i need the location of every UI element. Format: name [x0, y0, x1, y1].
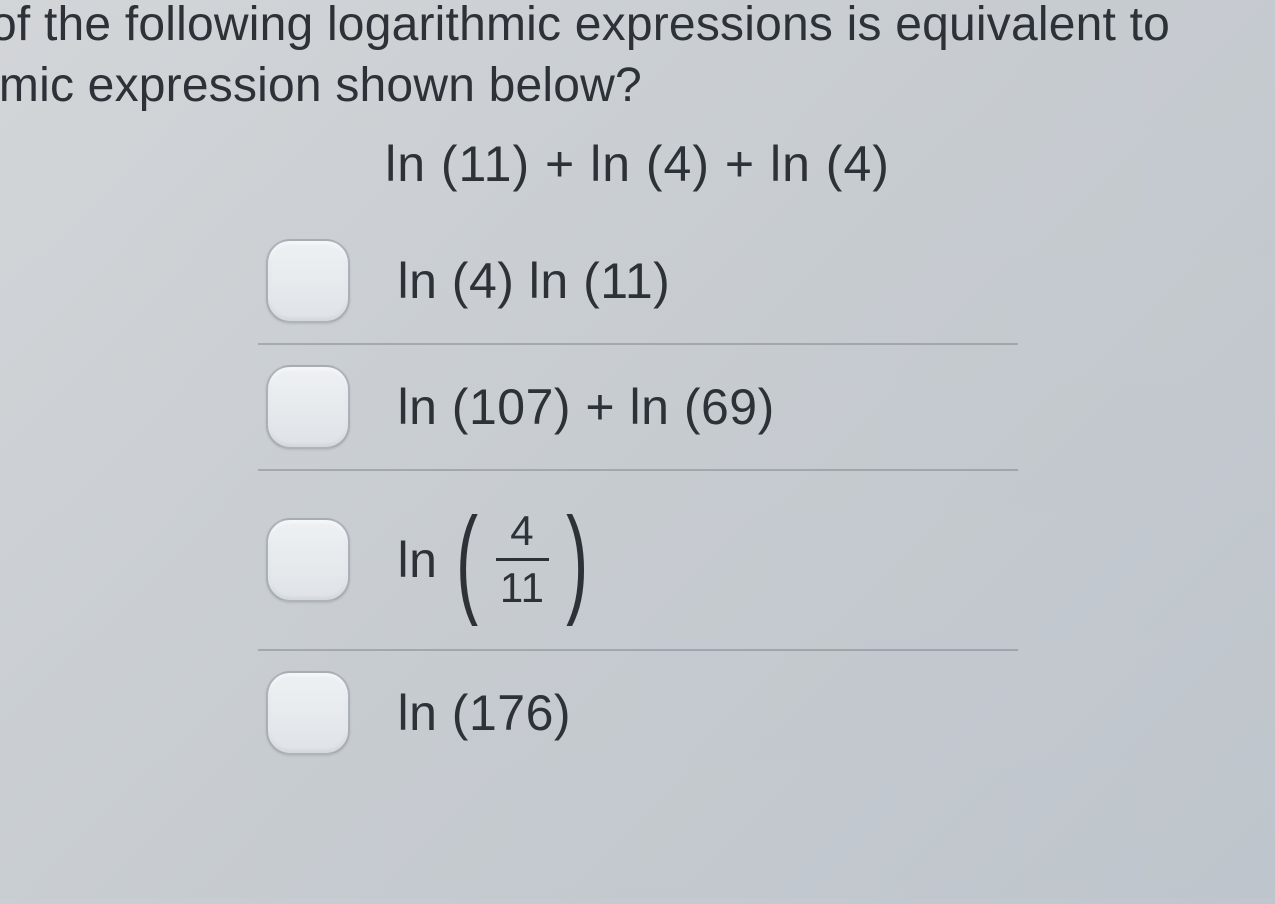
fraction-bar — [496, 558, 549, 561]
question-line-1: of the following logarithmic expressions… — [0, 0, 1275, 55]
question-line-2: nmic expression shown below? — [0, 55, 1275, 116]
option-row: ln (176) — [258, 651, 1018, 775]
option-checkbox-4[interactable] — [266, 671, 350, 755]
right-paren-icon: ) — [566, 500, 588, 620]
options-list: ln (4) ln (11) ln (107) + ln (69) ln ( 4… — [258, 219, 1018, 775]
option-label-4: ln (176) — [398, 684, 572, 742]
option-label-2: ln (107) + ln (69) — [398, 378, 775, 436]
fraction-group: ( 4 11 ) — [447, 500, 597, 620]
option-checkbox-1[interactable] — [266, 239, 350, 323]
option-checkbox-3[interactable] — [266, 518, 350, 602]
option-row: ln (107) + ln (69) — [258, 345, 1018, 471]
fraction-denominator: 11 — [496, 565, 549, 611]
fraction: 4 11 — [496, 508, 549, 611]
option-row: ln (4) ln (11) — [258, 219, 1018, 345]
given-expression: ln (11) + ln (4) + ln (4) — [0, 135, 1275, 193]
ln-prefix: ln — [398, 531, 438, 589]
option-label-1: ln (4) ln (11) — [398, 252, 671, 310]
option-checkbox-2[interactable] — [266, 365, 350, 449]
fraction-numerator: 4 — [502, 508, 542, 554]
left-paren-icon: ( — [457, 500, 479, 620]
question-block: of the following logarithmic expressions… — [0, 0, 1275, 775]
option-row: ln ( 4 11 ) — [258, 471, 1018, 651]
option-label-3: ln ( 4 11 ) — [398, 500, 597, 620]
